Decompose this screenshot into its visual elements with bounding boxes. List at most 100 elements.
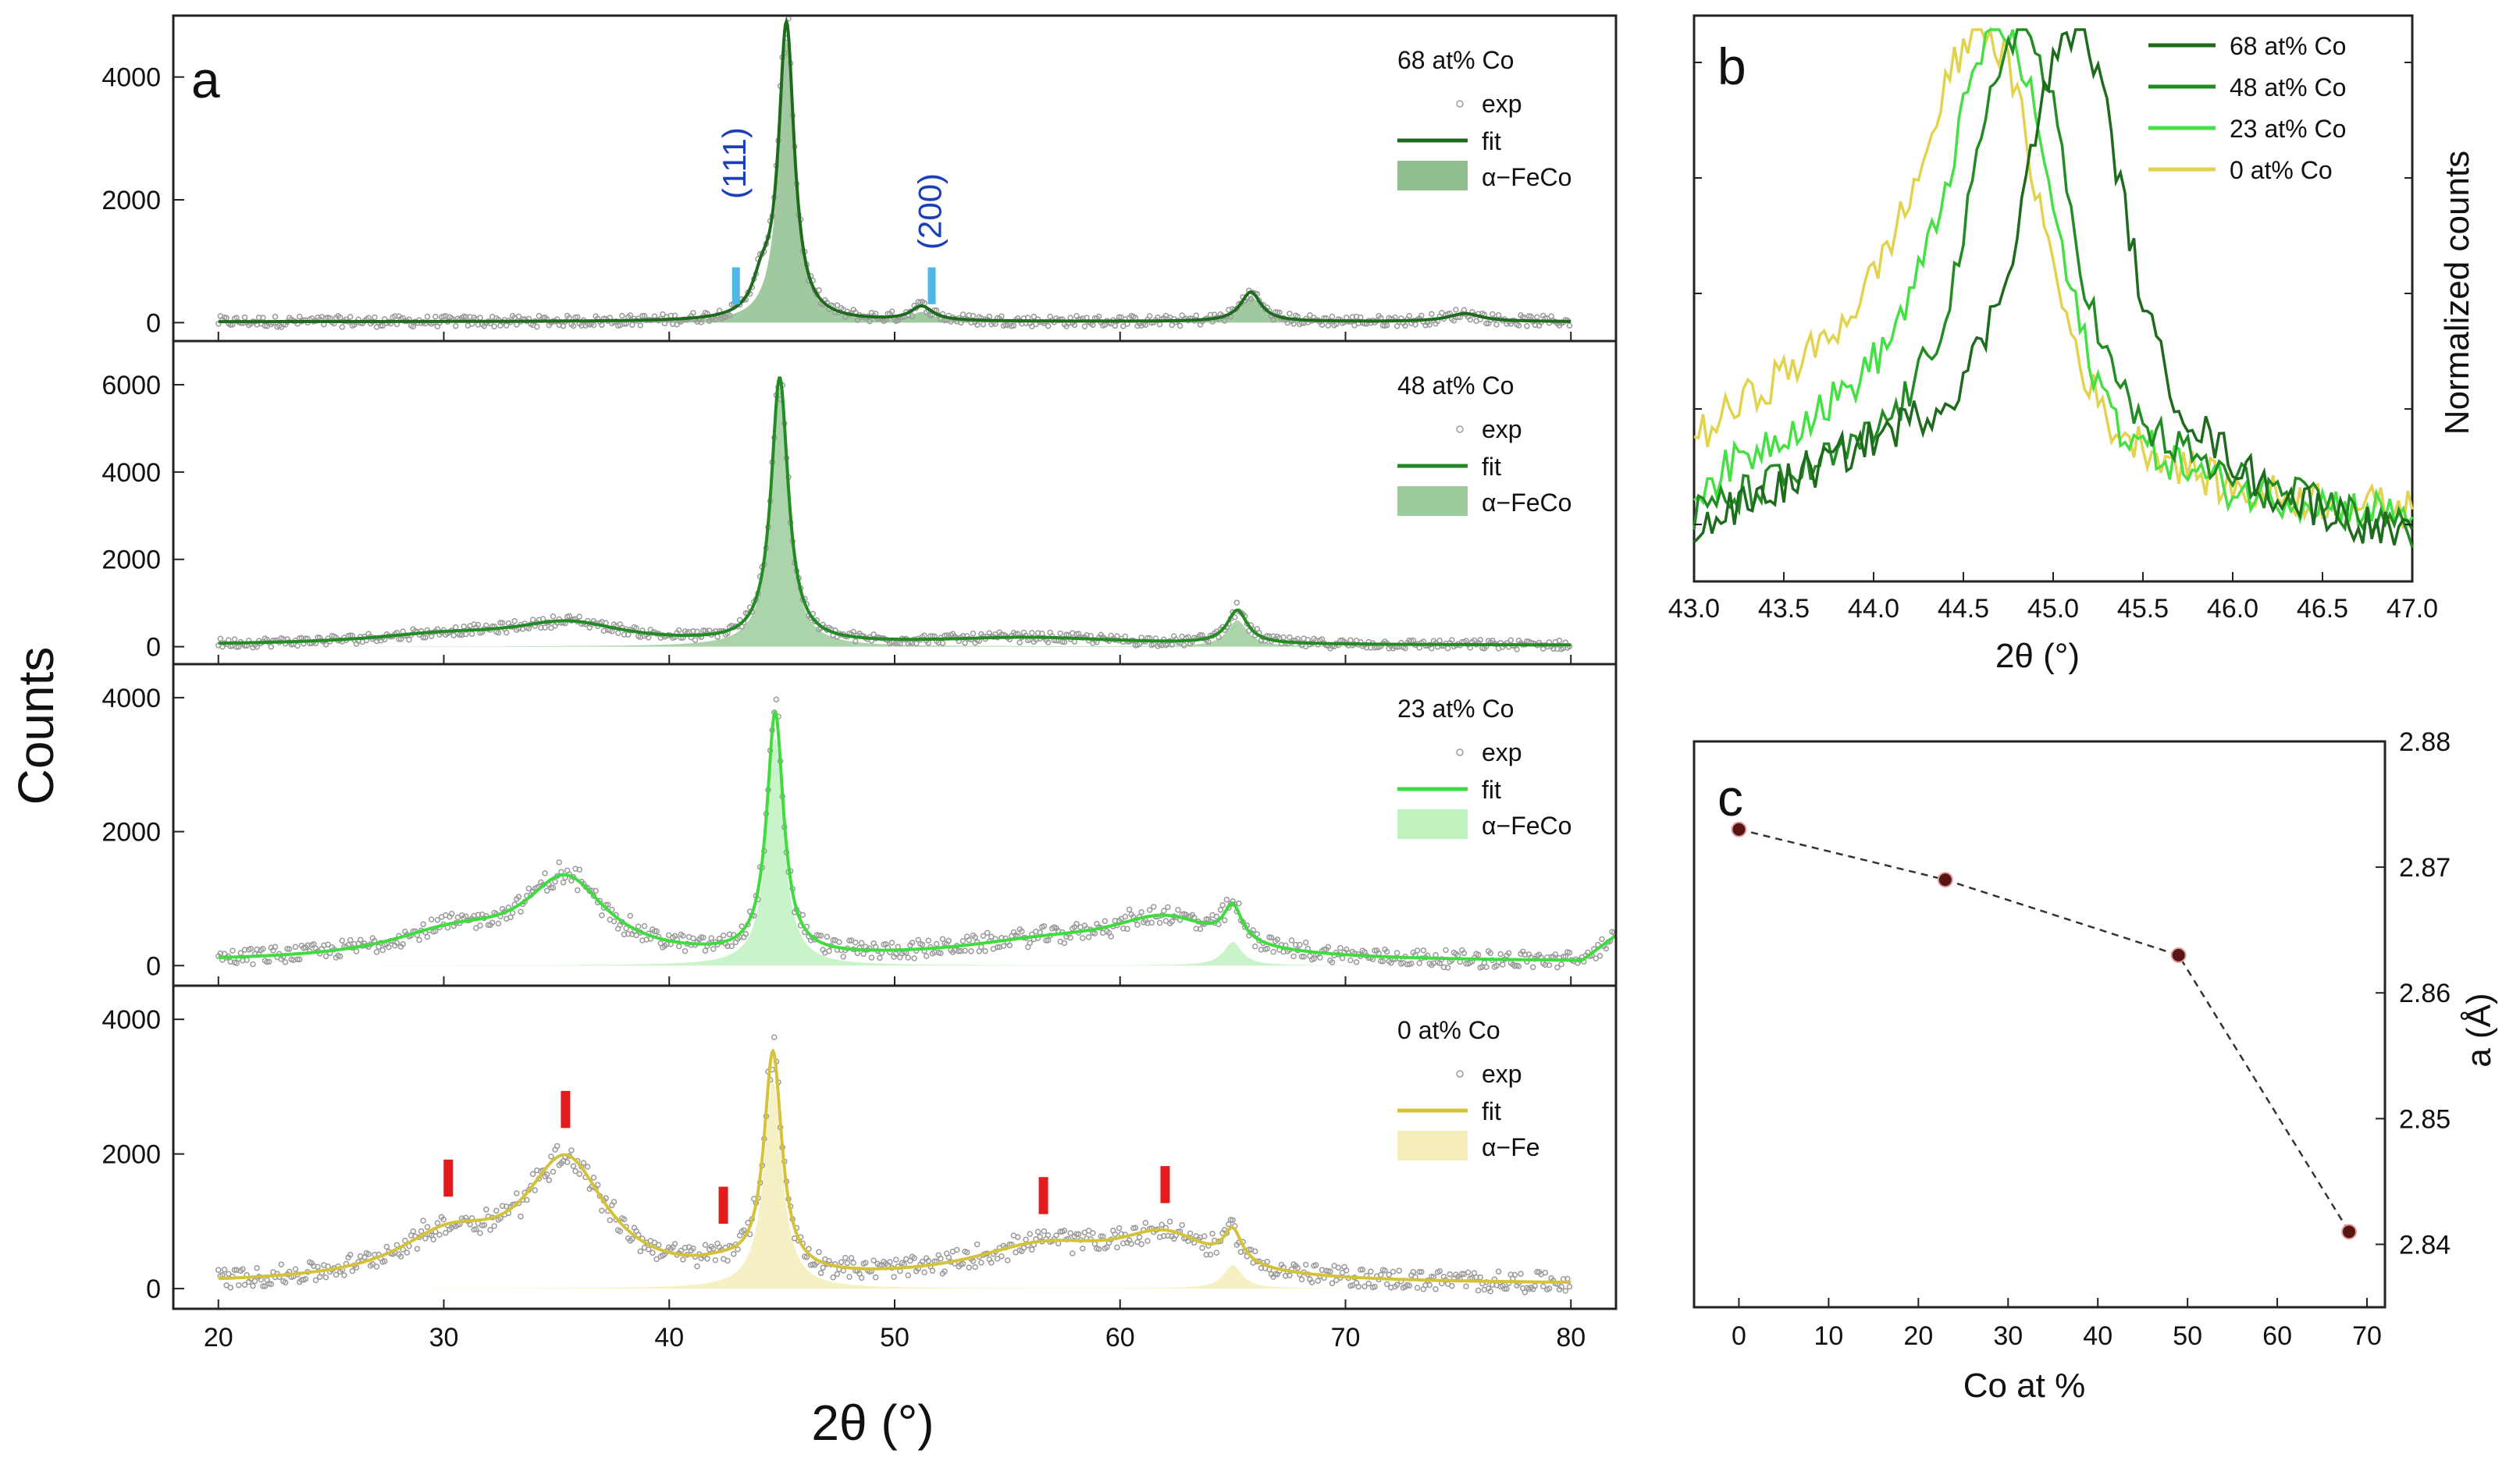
exp-point — [1000, 943, 1007, 949]
exp-point — [1187, 1230, 1194, 1237]
legend-phase-label-2: α−FeCo — [1482, 812, 1571, 840]
exp-point — [1085, 934, 1092, 940]
exp-point — [1361, 1283, 1368, 1290]
exp-point — [980, 933, 987, 939]
exp-point — [694, 1263, 700, 1270]
exp-point — [1333, 1277, 1340, 1284]
exp-point — [1477, 637, 1483, 643]
exp-point — [931, 949, 938, 955]
y-tick-label-1: 0 — [146, 633, 161, 663]
exp-point — [590, 322, 597, 329]
exp-point — [1095, 313, 1102, 320]
subplot-0: 0 2000 4000 68 at% Co exp fit α−FeCo (111) (200) — [101, 16, 1573, 341]
c-x-tick-label: 70 — [2352, 1321, 2382, 1351]
exp-point — [448, 911, 455, 917]
exp-point — [373, 949, 380, 955]
exp-point — [349, 1267, 356, 1274]
exp-point — [553, 1143, 561, 1150]
exp-point — [1552, 951, 1559, 958]
exp-point — [1550, 645, 1557, 652]
fit-line-1 — [218, 376, 1571, 647]
exp-point — [235, 644, 242, 650]
exp-point — [919, 1258, 926, 1265]
exp-point — [1045, 1232, 1052, 1239]
exp-point — [700, 934, 707, 941]
lattice-point-1 — [1937, 872, 1953, 888]
exp-point — [302, 1275, 309, 1282]
exp-point — [1201, 1233, 1208, 1239]
exp-point — [1203, 1251, 1210, 1258]
exp-point — [594, 1182, 601, 1188]
exp-point — [844, 1260, 851, 1267]
exp-point — [1522, 1289, 1529, 1296]
exp-point — [1165, 904, 1171, 911]
exp-point — [702, 947, 709, 954]
exp-point — [1514, 646, 1520, 652]
exp-point — [637, 1248, 644, 1255]
exp-point — [1449, 1282, 1455, 1289]
exp-point — [1426, 322, 1433, 328]
exp-point — [1270, 316, 1276, 323]
exp-point — [610, 1199, 618, 1205]
exp-point — [1410, 637, 1417, 644]
exp-point — [240, 1266, 246, 1273]
exp-point — [1251, 1248, 1258, 1255]
exp-point — [247, 945, 254, 952]
exp-point — [803, 1254, 810, 1260]
exp-point — [925, 937, 932, 944]
x-tick-label: 50 — [880, 1323, 909, 1352]
exp-point — [1436, 637, 1443, 644]
exp-point — [1254, 931, 1261, 937]
c-x-tick-label: 10 — [1813, 1321, 1843, 1351]
y-tick-label-1: 6000 — [101, 371, 161, 400]
exp-point — [972, 1264, 978, 1271]
y-tick-label-3: 2000 — [101, 1140, 161, 1170]
exp-point — [440, 1216, 447, 1223]
exp-point — [599, 1207, 605, 1214]
legend-phase-label-3: α−Fe — [1482, 1133, 1540, 1161]
exp-point — [1034, 1228, 1041, 1235]
exp-point — [1317, 954, 1323, 961]
exp-point — [1461, 950, 1468, 957]
exp-point — [1045, 639, 1052, 645]
exp-point — [633, 932, 639, 939]
exp-point — [578, 322, 585, 329]
exp-point — [678, 1247, 685, 1254]
exp-point — [1274, 936, 1281, 943]
exp-point — [1146, 313, 1153, 319]
exp-point — [1114, 1244, 1120, 1251]
exp-point — [1138, 1241, 1144, 1247]
exp-point — [424, 933, 431, 940]
x-tick-label: 60 — [1105, 1323, 1135, 1352]
exp-point — [1467, 316, 1473, 323]
exp-point — [892, 951, 899, 958]
exp-point — [491, 323, 497, 330]
subplot-1: 0 2000 4000 6000 48 at% Co exp fit α−FeCo — [101, 371, 1573, 664]
exp-point — [842, 1254, 849, 1261]
phase-marker-2 — [718, 1186, 728, 1225]
exp-point — [511, 617, 518, 624]
c-x-tick-label: 30 — [1993, 1321, 2023, 1351]
exp-point — [690, 935, 696, 942]
exp-point — [406, 636, 412, 643]
exp-point — [365, 1251, 372, 1257]
exp-point — [1004, 1257, 1011, 1264]
exp-point — [1329, 1280, 1336, 1287]
panel-c: c a (Å) Co at % 0 10 20 30 40 50 60 70 2.84 2.85 2… — [1692, 727, 2498, 1405]
exp-point — [1325, 944, 1332, 951]
exp-point — [422, 1235, 429, 1242]
fit-line-0 — [218, 17, 1571, 324]
exp-point — [816, 286, 822, 293]
exp-point — [1487, 1288, 1493, 1295]
exp-point — [397, 636, 404, 642]
exp-point — [1347, 957, 1354, 964]
exp-point — [1071, 322, 1078, 329]
panel-c-xlabel: Co at % — [1963, 1367, 2086, 1405]
exp-point — [1292, 941, 1299, 948]
exp-point — [556, 859, 563, 866]
exp-point — [491, 1223, 497, 1229]
exp-point — [1359, 1267, 1366, 1273]
exp-point — [1475, 1287, 1482, 1294]
exp-point — [1490, 311, 1496, 318]
y-tick-label-3: 0 — [146, 1274, 161, 1304]
